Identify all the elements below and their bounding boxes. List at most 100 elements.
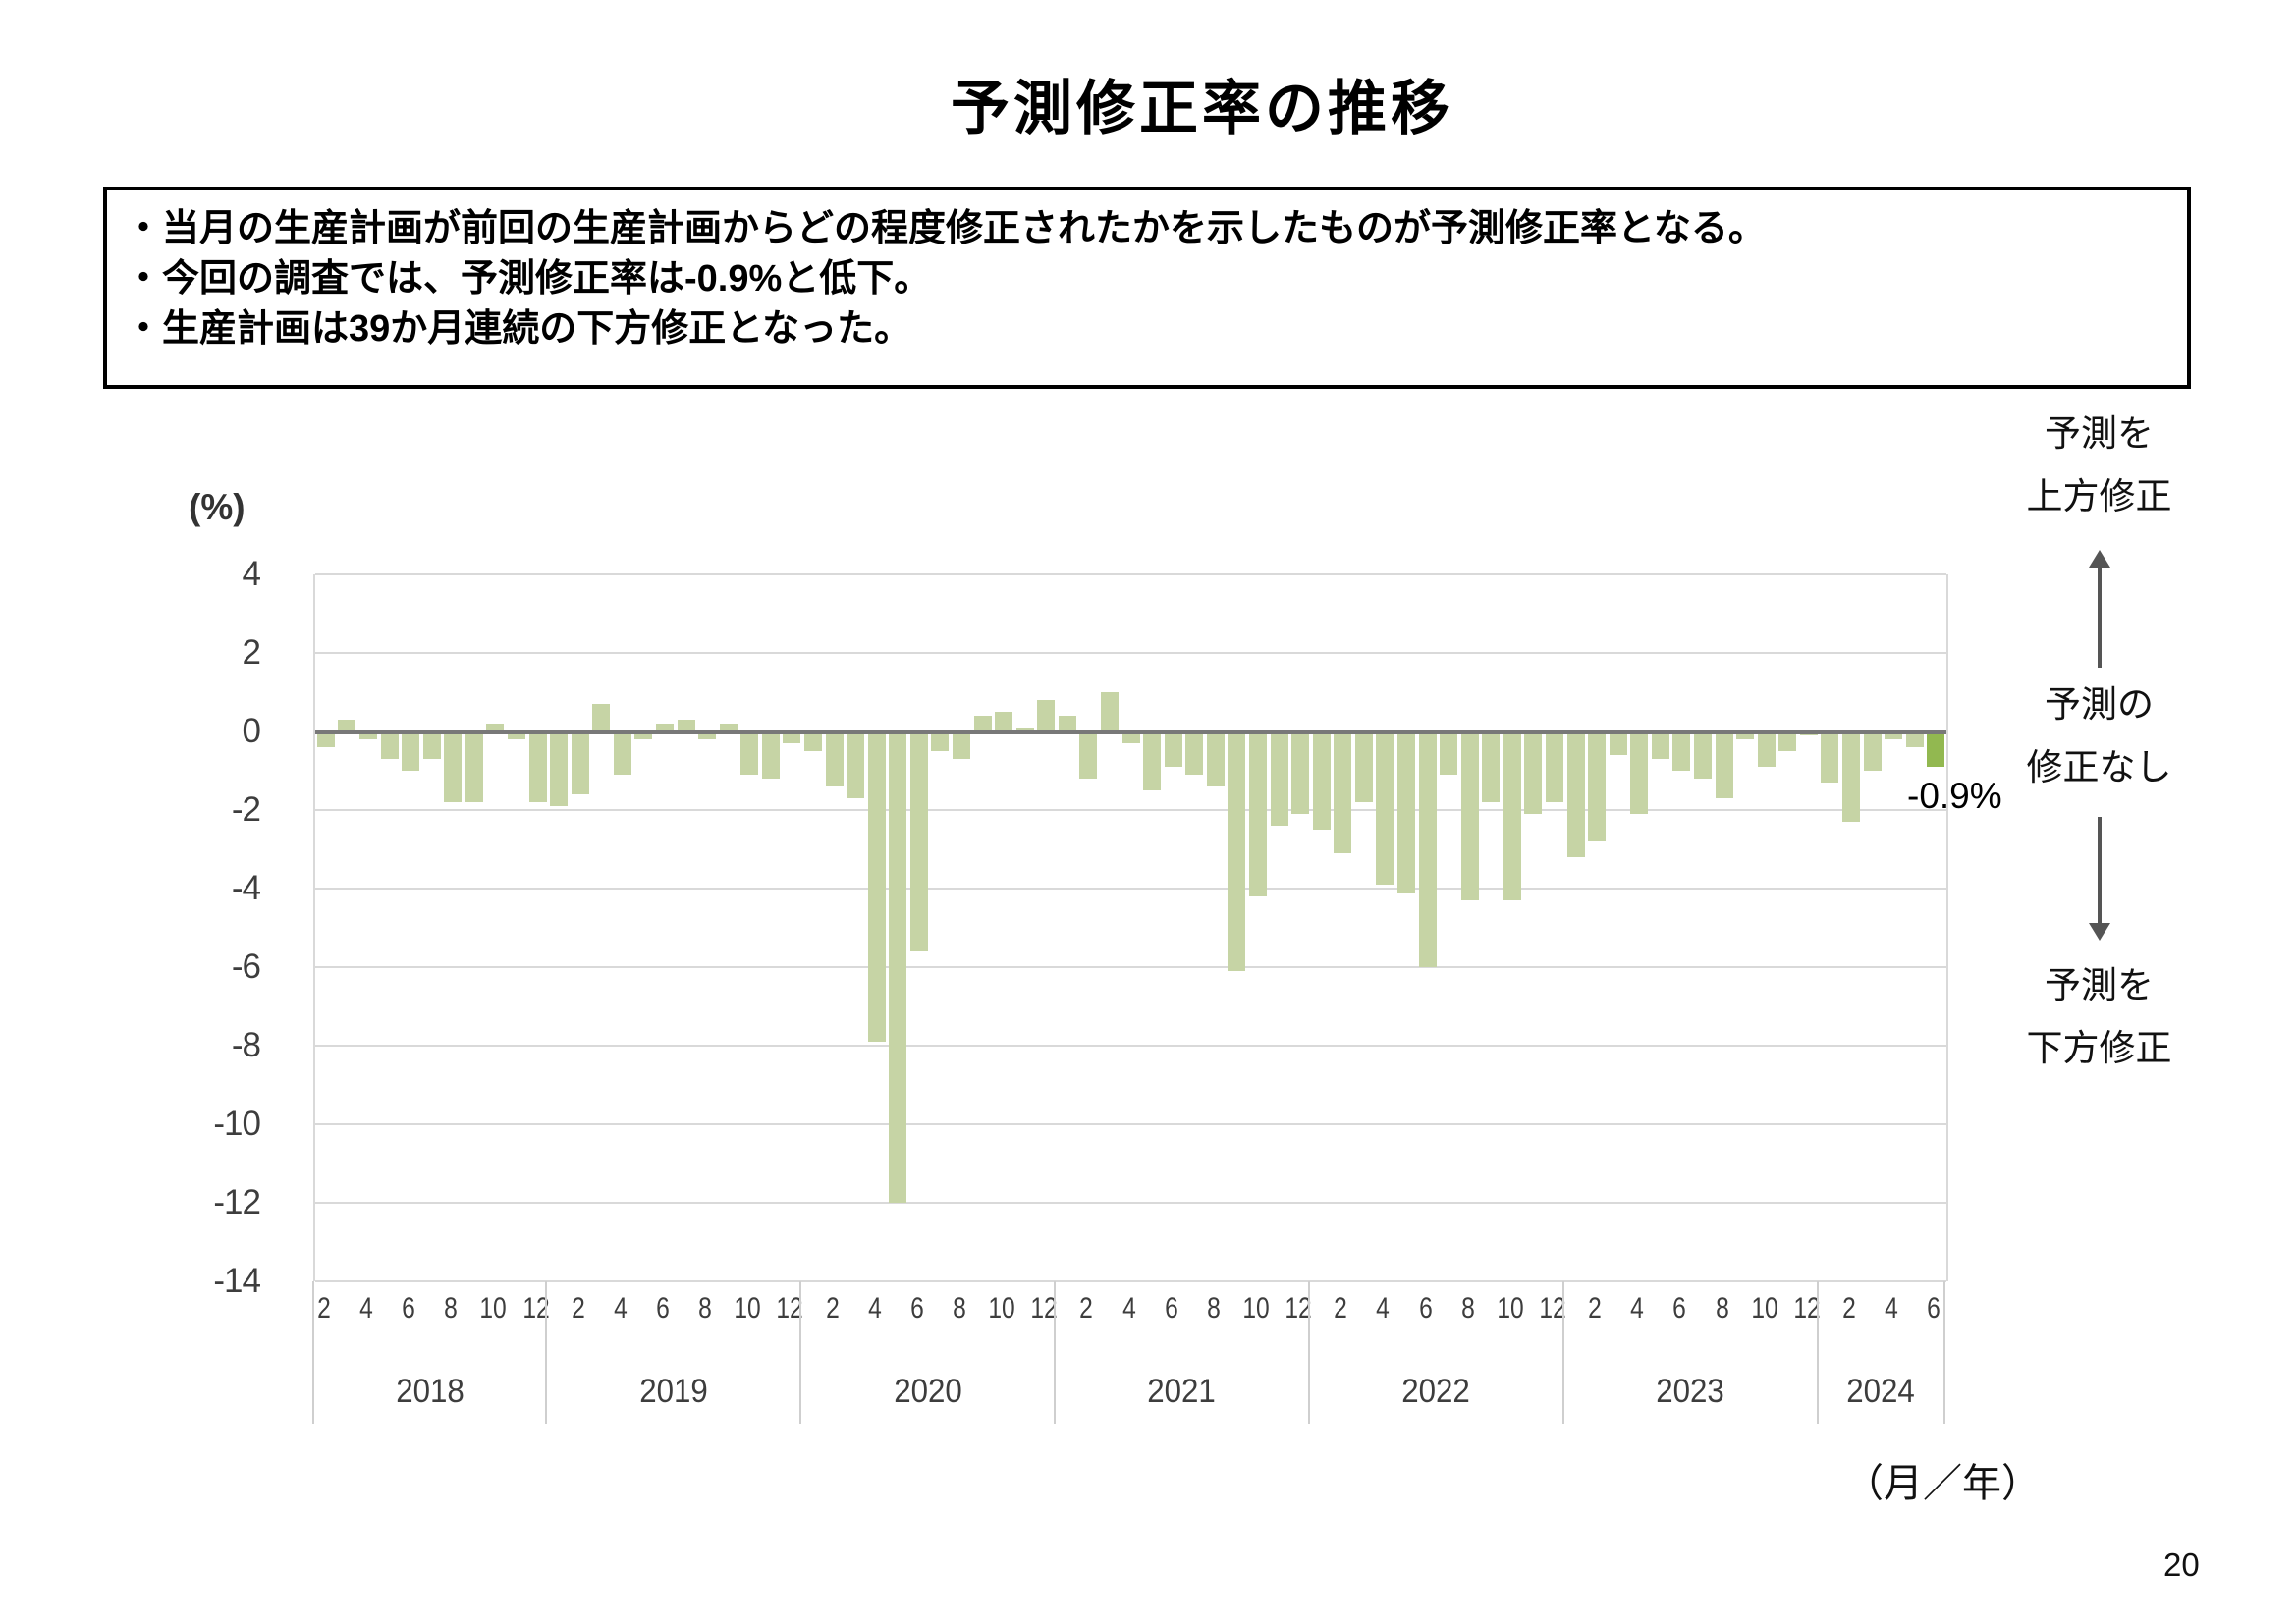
bar-2018-06 — [402, 731, 420, 771]
x-axis-title: （月／年） — [1844, 1462, 2041, 1505]
bar-2018-12 — [528, 731, 547, 802]
arrow-down-head — [2088, 923, 2110, 941]
x-tick-2018-8: 8 — [444, 1292, 459, 1325]
x-tick-2019-4: 4 — [613, 1292, 628, 1325]
y-tick-label--14: -14 — [213, 1262, 261, 1300]
bar-2019-05 — [634, 731, 653, 739]
bar-2021-11 — [1270, 731, 1288, 826]
bar-2022-10 — [1503, 731, 1521, 900]
bar-2021-02 — [1079, 731, 1098, 779]
x-axis-month-ticks: 2 4 6 8 10 12 2 4 6 8 10 12 2 4 6 8 10 12 2 4 6 8 10 12 2 4 6 8 10 12… — [313, 1292, 1944, 1337]
x-tick-2024-6: 6 — [1927, 1292, 1941, 1325]
bar-2021-04 — [1121, 731, 1140, 743]
bar-2021-12 — [1291, 731, 1310, 814]
legend-upward-line2: 上方修正 — [2026, 476, 2172, 516]
x-tick-2023-4: 4 — [1630, 1292, 1645, 1325]
gridline--12 — [315, 1202, 1946, 1204]
summary-box: ・当月の生産計画が前回の生産計画からどの程度修正されたかを示したものが予測修正率… — [103, 187, 2191, 389]
bar-2023-10 — [1757, 731, 1776, 767]
legend-no-revision: 予測の 修正なし — [2003, 674, 2195, 799]
bar-2024-04 — [1885, 731, 1903, 739]
bar-2019-04 — [613, 731, 631, 775]
bar-2018-11 — [507, 731, 525, 739]
x-tick-2019-12: 12 — [776, 1292, 804, 1325]
gridline-4 — [315, 573, 1946, 575]
bar-2022-11 — [1524, 731, 1543, 814]
x-tick-2022-8: 8 — [1460, 1292, 1475, 1325]
x-tick-2023-10: 10 — [1750, 1292, 1778, 1325]
y-tick-label--12: -12 — [213, 1183, 261, 1221]
bar-2023-04 — [1630, 731, 1649, 814]
bar-2024-01 — [1821, 731, 1839, 783]
separator-left-edge — [312, 1281, 314, 1424]
bar-2020-08 — [952, 731, 970, 759]
x-tick-2021-4: 4 — [1121, 1292, 1136, 1325]
bar-2023-09 — [1736, 731, 1755, 739]
zero-line — [315, 730, 1946, 734]
bar-2021-10 — [1248, 731, 1267, 896]
gridline--8 — [315, 1045, 1946, 1047]
bar-2021-05 — [1143, 731, 1162, 790]
x-axis-year-separators — [312, 1281, 1945, 1424]
bar-2022-07 — [1440, 731, 1458, 775]
x-tick-2021-2: 2 — [1079, 1292, 1094, 1325]
bar-2021-08 — [1206, 731, 1225, 786]
bar-2023-07 — [1693, 731, 1712, 779]
x-tick-2023-12: 12 — [1793, 1292, 1821, 1325]
bar-2018-10 — [486, 724, 505, 731]
bar-2023-06 — [1672, 731, 1691, 771]
x-tick-2022-2: 2 — [1334, 1292, 1348, 1325]
bar-2022-09 — [1482, 731, 1501, 802]
x-tick-2019-2: 2 — [571, 1292, 585, 1325]
x-tick-2018-10: 10 — [479, 1292, 508, 1325]
y-tick-label--4: -4 — [231, 869, 261, 907]
x-tick-2023-2: 2 — [1588, 1292, 1602, 1325]
gridline--2 — [315, 809, 1946, 811]
separator-after-2021 — [1307, 1281, 1310, 1424]
bar-2021-07 — [1185, 731, 1204, 775]
x-tick-2022-12: 12 — [1539, 1292, 1566, 1325]
x-tick-2023-6: 6 — [1672, 1292, 1687, 1325]
year-label-2020: 2020 — [893, 1373, 962, 1410]
gridline--14 — [315, 1280, 1946, 1282]
bar-2024-02 — [1841, 731, 1860, 822]
bar-2023-08 — [1715, 731, 1733, 798]
bar-2018-03 — [338, 720, 356, 731]
bar-2022-01 — [1312, 731, 1331, 830]
legend-downward-line1: 予測を — [2045, 965, 2154, 1005]
bar-2020-09 — [973, 716, 992, 731]
bar-2023-02 — [1588, 731, 1607, 841]
bar-2018-02 — [316, 731, 335, 747]
bar-2023-01 — [1566, 731, 1585, 857]
y-tick-label--6: -6 — [231, 947, 261, 986]
x-tick-2020-6: 6 — [909, 1292, 924, 1325]
legend-no-revision-line1: 予測の — [2045, 684, 2154, 725]
legend-downward-line2: 下方修正 — [2026, 1028, 2172, 1068]
bar-2021-09 — [1228, 731, 1246, 971]
page-number: 20 — [2163, 1546, 2200, 1583]
year-label-2023: 2023 — [1656, 1373, 1724, 1410]
page-title: 予測修正率の推移 — [951, 76, 1453, 141]
x-tick-2019-6: 6 — [656, 1292, 670, 1325]
gridline--6 — [315, 966, 1946, 968]
summary-line: ・生産計画は39か月連続の下方修正となった。 — [125, 308, 912, 350]
y-tick-label--10: -10 — [213, 1105, 261, 1143]
bar-2020-10 — [995, 712, 1013, 731]
gridline-2 — [315, 652, 1946, 654]
separator-after-2020 — [1054, 1281, 1056, 1424]
x-tick-2020-2: 2 — [825, 1292, 840, 1325]
x-tick-2023-8: 8 — [1715, 1292, 1729, 1325]
x-tick-2021-8: 8 — [1206, 1292, 1221, 1325]
bar-2021-01 — [1058, 716, 1076, 731]
bar-2018-09 — [465, 731, 483, 802]
year-label-2022: 2022 — [1401, 1373, 1471, 1410]
x-tick-2018-2: 2 — [316, 1292, 331, 1325]
gridline--10 — [315, 1123, 1946, 1125]
bar-2020-04 — [867, 731, 886, 1042]
bar-2020-05 — [889, 731, 907, 1203]
bar-2019-08 — [698, 731, 717, 739]
x-tick-2018-12: 12 — [521, 1292, 550, 1325]
x-tick-2021-12: 12 — [1285, 1292, 1312, 1325]
legend-no-revision-line2: 修正なし — [2026, 747, 2172, 787]
